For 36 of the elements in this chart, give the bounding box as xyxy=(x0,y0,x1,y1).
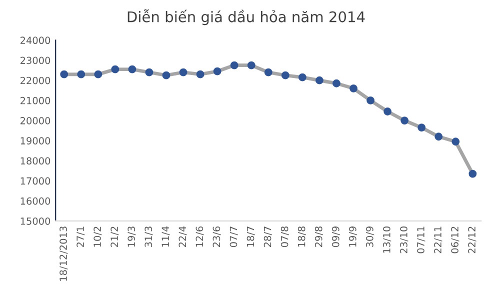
x-tick-label: 18/8 xyxy=(298,226,306,247)
x-tick-label: 22/4 xyxy=(178,226,187,247)
x-tick-label: 21/2 xyxy=(110,226,119,247)
x-tick-label: 28/7 xyxy=(264,226,272,247)
y-tick-label: 18000 xyxy=(20,157,50,165)
x-tick-label: 06/12 xyxy=(451,226,460,254)
x-tick-label: 19/9 xyxy=(348,226,358,247)
x-tick-label: 19/3 xyxy=(128,226,136,247)
x-tick-label: 29/8 xyxy=(314,226,324,247)
x-tick-label: 07/8 xyxy=(280,226,289,248)
y-tick-label: 21000 xyxy=(20,96,50,104)
y-tick-label: 16000 xyxy=(20,197,50,205)
x-tick-label: 22/12 xyxy=(468,226,476,254)
x-tick-label: 23/10 xyxy=(400,226,408,254)
x-tick-label: 10/2 xyxy=(94,226,102,247)
x-tick-label: 18/7 xyxy=(246,226,255,247)
y-tick-label: 23000 xyxy=(20,56,50,64)
x-tick-label: 07/11 xyxy=(417,226,426,254)
x-tick-label: 18/12/2013 xyxy=(60,226,68,281)
x-tick-label: 27/1 xyxy=(76,226,85,247)
x-tick-label: 23/6 xyxy=(212,226,221,247)
x-tick-label: 11/4 xyxy=(162,226,170,247)
chart-title: Diễn biến giá dầu hỏa năm 2014 xyxy=(128,9,365,26)
x-tick-label: 12/6 xyxy=(196,226,204,247)
x-tick-label: 22/11 xyxy=(434,226,442,254)
x-tick-label: 09/9 xyxy=(332,226,340,248)
y-tick-label: 15000 xyxy=(20,217,50,225)
x-tick-label: 30/9 xyxy=(366,226,374,247)
y-tick-label: 17000 xyxy=(20,177,50,185)
y-tick-label: 22000 xyxy=(20,76,50,84)
y-tick-label: 20000 xyxy=(20,117,50,124)
x-tick-label: 13/10 xyxy=(383,226,392,253)
y-tick-label: 19000 xyxy=(20,137,50,144)
x-tick-label: 07/7 xyxy=(230,226,238,248)
x-tick-label: 31/3 xyxy=(144,226,153,247)
y-tick-label: 24000 xyxy=(20,36,50,44)
